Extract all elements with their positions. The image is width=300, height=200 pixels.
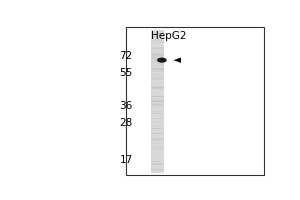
Bar xyxy=(151,68,164,69)
Bar xyxy=(151,34,164,35)
Bar xyxy=(151,86,164,87)
Bar xyxy=(151,133,164,134)
Bar xyxy=(151,104,164,105)
Bar xyxy=(151,128,164,129)
Bar xyxy=(151,133,164,134)
Bar xyxy=(151,54,164,55)
Bar xyxy=(151,139,164,140)
Bar xyxy=(151,143,164,144)
Bar xyxy=(151,139,164,140)
Bar xyxy=(151,140,164,141)
Bar xyxy=(151,146,164,148)
Bar xyxy=(151,69,164,70)
Text: 55: 55 xyxy=(120,68,133,78)
Bar xyxy=(151,58,164,59)
Bar xyxy=(151,111,164,112)
Bar xyxy=(151,164,164,165)
Bar xyxy=(151,55,164,56)
Ellipse shape xyxy=(157,58,167,63)
Bar xyxy=(151,155,164,156)
Bar xyxy=(151,99,164,100)
Bar xyxy=(151,118,164,119)
Bar xyxy=(151,30,164,173)
Bar xyxy=(151,78,164,79)
Bar xyxy=(151,101,164,102)
Bar xyxy=(151,53,164,55)
Bar xyxy=(151,100,164,102)
Ellipse shape xyxy=(158,58,165,60)
Bar xyxy=(151,48,164,49)
Bar xyxy=(151,74,164,75)
Bar xyxy=(151,33,164,34)
Bar xyxy=(151,128,164,129)
Bar xyxy=(151,113,164,114)
Bar xyxy=(151,60,164,61)
Bar xyxy=(151,70,164,71)
Bar xyxy=(151,138,164,139)
Bar xyxy=(151,101,164,102)
Text: 36: 36 xyxy=(120,101,133,111)
Bar xyxy=(151,35,164,37)
Bar xyxy=(151,57,164,59)
Bar xyxy=(151,169,164,170)
Bar xyxy=(151,58,164,59)
Bar xyxy=(126,27,264,175)
Text: HepG2: HepG2 xyxy=(151,31,187,41)
Bar xyxy=(151,126,164,127)
Text: 72: 72 xyxy=(120,51,133,61)
Polygon shape xyxy=(173,57,181,63)
Bar xyxy=(151,65,164,66)
Bar xyxy=(151,96,164,97)
Bar xyxy=(151,104,164,106)
Bar xyxy=(151,138,164,139)
Bar xyxy=(151,47,164,48)
Bar xyxy=(151,77,164,78)
Bar xyxy=(151,87,164,89)
Bar xyxy=(151,163,164,165)
Bar xyxy=(151,40,164,41)
Text: 17: 17 xyxy=(120,155,133,165)
Bar xyxy=(151,96,164,97)
Bar xyxy=(151,103,164,104)
Bar xyxy=(151,56,164,57)
Bar xyxy=(151,121,164,122)
Bar xyxy=(151,42,164,43)
Bar xyxy=(151,161,164,162)
Bar xyxy=(151,113,164,114)
Bar xyxy=(151,87,164,88)
Bar xyxy=(151,79,164,80)
Bar xyxy=(151,106,164,107)
Bar xyxy=(151,169,164,170)
Bar xyxy=(151,61,164,62)
Bar xyxy=(151,71,164,72)
Bar xyxy=(151,149,164,150)
Text: 28: 28 xyxy=(120,118,133,128)
Bar xyxy=(151,54,164,55)
Bar xyxy=(151,57,164,58)
Bar xyxy=(151,68,164,70)
